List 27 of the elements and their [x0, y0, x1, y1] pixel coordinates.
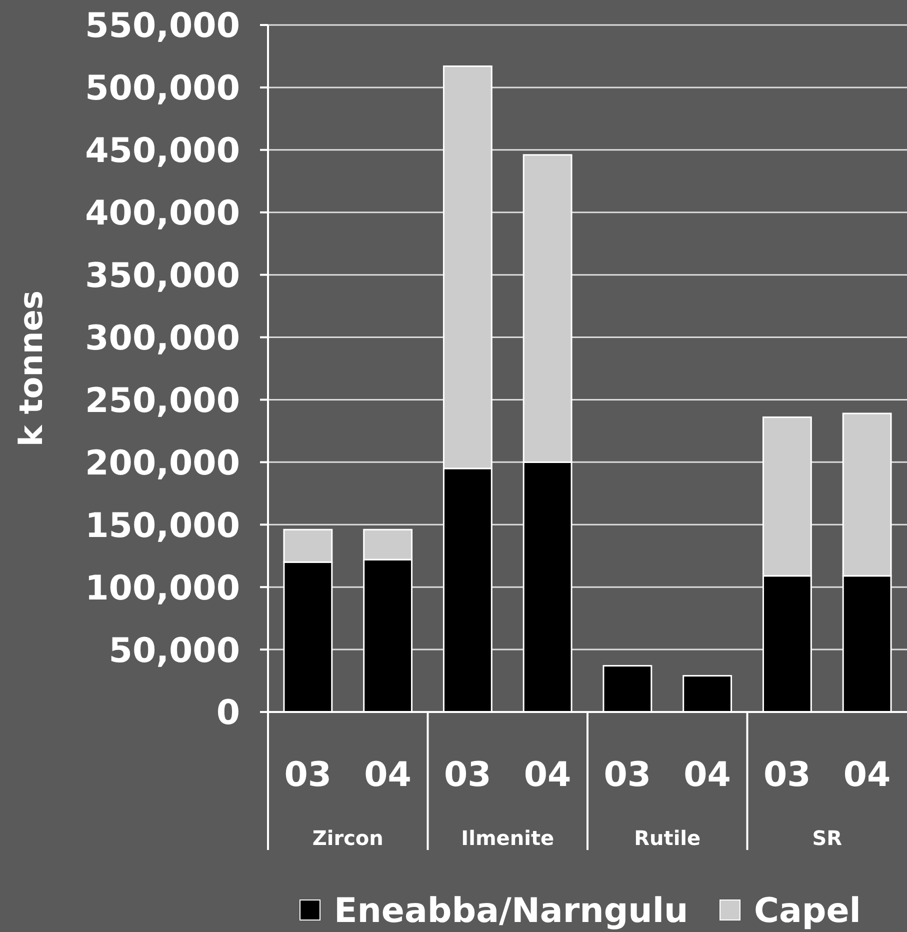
- y-tick-label: 50,000: [108, 630, 240, 671]
- text: Zircon: [312, 826, 384, 850]
- x-tick-label: 04: [843, 755, 891, 795]
- x-tick-label: 03: [604, 755, 652, 795]
- y-tick-label: 500,000: [85, 68, 240, 109]
- y-tick-label: 200,000: [85, 443, 240, 484]
- x-tick-label: 03: [444, 755, 492, 795]
- y-tick-label: 0: [216, 693, 240, 734]
- y-tick-label: 100,000: [85, 568, 240, 608]
- legend-label: Capel: [754, 891, 861, 931]
- text: SR: [812, 826, 842, 850]
- x-tick-label: 04: [684, 755, 731, 795]
- text: Ilmenite: [461, 826, 554, 850]
- legend-label: Eneabba/Narngulu: [334, 891, 688, 931]
- x-tick-label: 04: [364, 755, 412, 795]
- y-tick-label: 250,000: [85, 380, 240, 421]
- y-tick-label: 300,000: [85, 318, 240, 359]
- text: Rutile: [634, 826, 701, 850]
- y-tick-label: 550,000: [85, 6, 240, 46]
- y-tick-label: 150,000: [85, 506, 240, 546]
- x-tick-label: 03: [284, 755, 332, 795]
- y-tick-label: 450,000: [85, 131, 240, 172]
- x-tick-label: 03: [764, 755, 811, 795]
- y-tick-label: 350,000: [85, 256, 240, 296]
- y-axis-title: k tonnes: [12, 290, 50, 447]
- y-tick-label: 400,000: [85, 194, 240, 234]
- x-tick-label: 04: [524, 755, 572, 795]
